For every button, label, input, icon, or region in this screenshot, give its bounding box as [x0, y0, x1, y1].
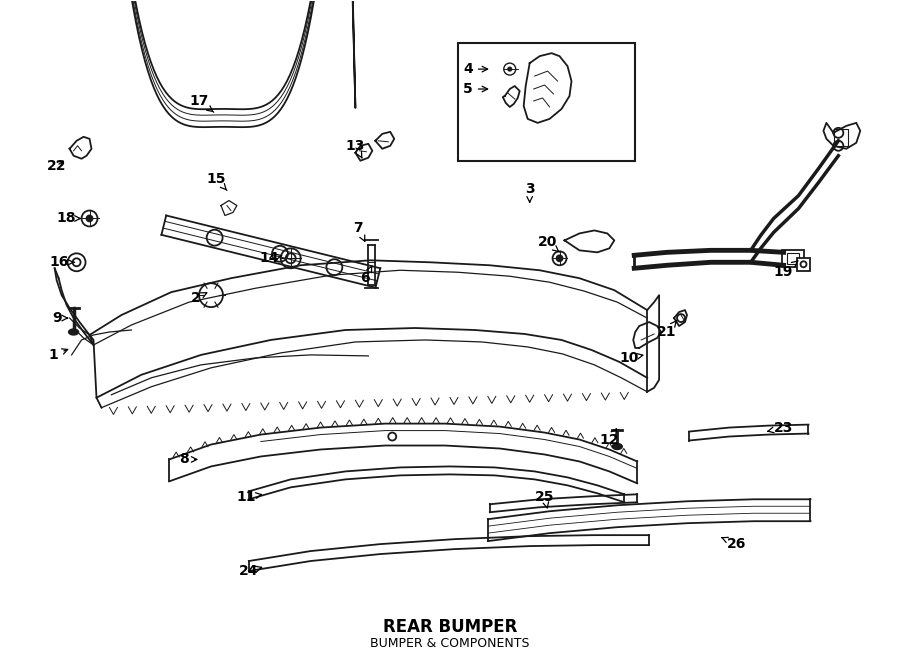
Text: 21: 21 [657, 320, 677, 339]
Text: 18: 18 [57, 211, 80, 226]
Text: 20: 20 [538, 236, 559, 252]
Text: 22: 22 [47, 159, 67, 173]
Text: 11: 11 [236, 491, 262, 504]
Bar [796, 258, 811, 271]
Bar [458, 43, 635, 161]
Text: 17: 17 [189, 94, 213, 112]
Text: 4: 4 [463, 62, 488, 76]
Text: 16: 16 [49, 256, 74, 269]
Text: 5: 5 [463, 82, 488, 96]
Bar [781, 250, 804, 267]
Text: 6: 6 [361, 266, 372, 285]
Text: 24: 24 [239, 564, 262, 578]
Ellipse shape [612, 444, 622, 449]
Text: 2: 2 [191, 291, 207, 305]
Text: 14: 14 [259, 252, 282, 265]
Text: 1: 1 [49, 348, 68, 362]
Bar [787, 254, 798, 264]
Text: REAR BUMPER: REAR BUMPER [382, 618, 518, 636]
Circle shape [556, 256, 562, 261]
Circle shape [508, 67, 512, 71]
Text: 26: 26 [722, 537, 746, 551]
Circle shape [86, 216, 93, 222]
Text: 23: 23 [768, 420, 793, 434]
Text: 13: 13 [346, 139, 365, 158]
Text: 19: 19 [774, 261, 798, 279]
Ellipse shape [68, 329, 78, 335]
Text: 12: 12 [599, 429, 619, 447]
Text: 25: 25 [535, 491, 554, 508]
Text: 7: 7 [354, 221, 364, 241]
Text: 8: 8 [179, 452, 197, 467]
Text: 3: 3 [525, 181, 535, 202]
Text: 10: 10 [619, 351, 643, 365]
Text: BUMPER & COMPONENTS: BUMPER & COMPONENTS [370, 638, 530, 650]
Text: 9: 9 [52, 311, 68, 325]
Text: 15: 15 [206, 171, 227, 191]
